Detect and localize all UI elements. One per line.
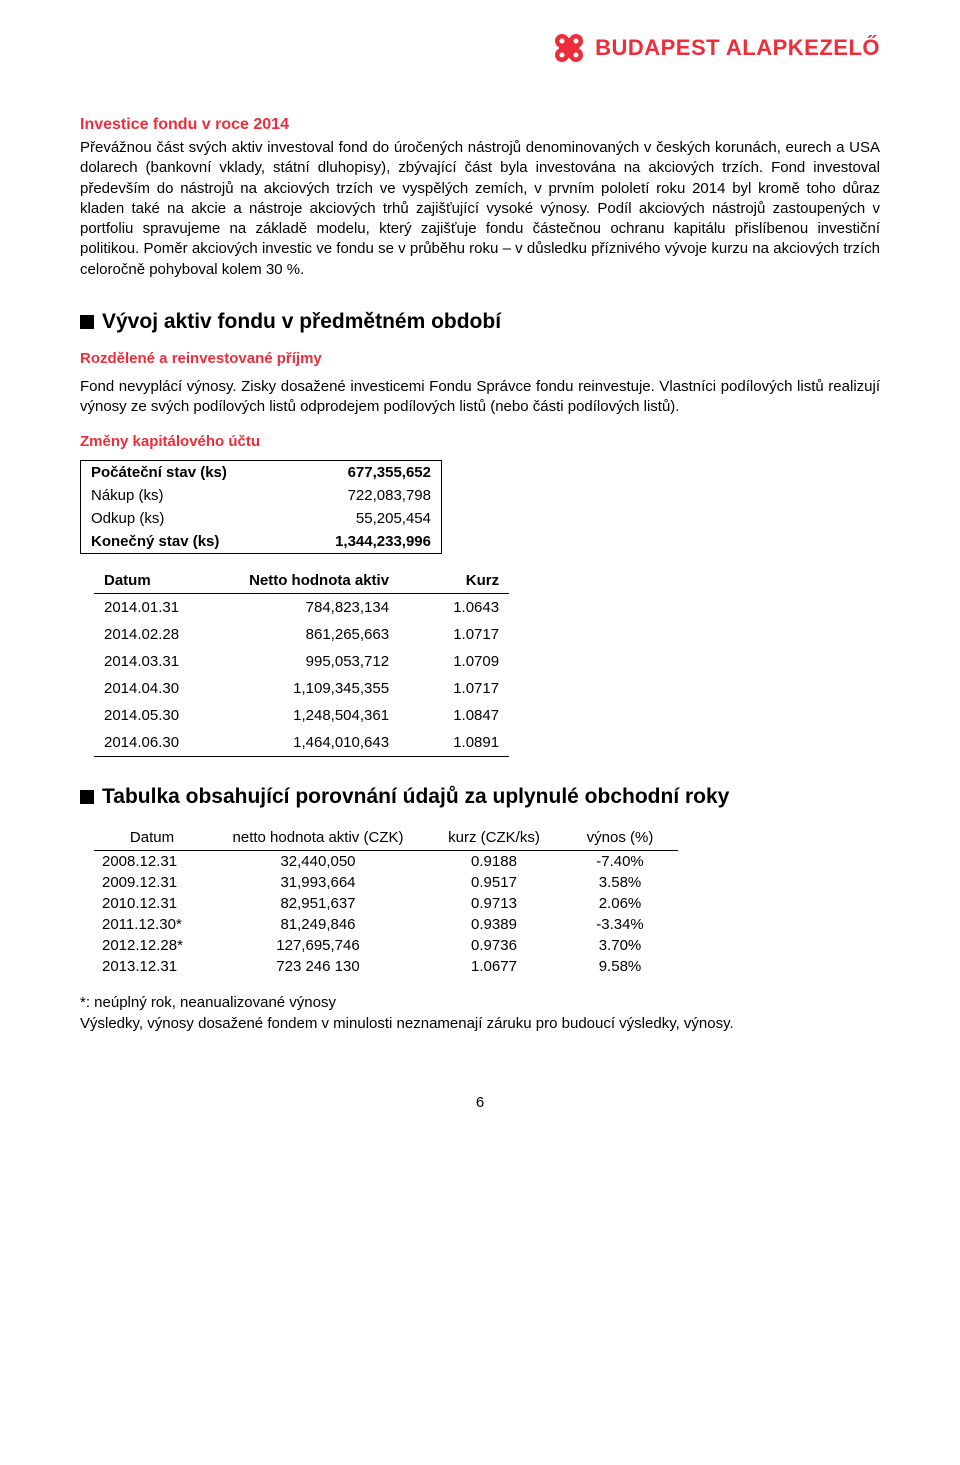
table-row: 2014.06.301,464,010,6431.0891 bbox=[94, 729, 509, 757]
cell: 2013.12.31 bbox=[94, 956, 210, 977]
cell: 784,823,134 bbox=[189, 594, 399, 622]
cell: 1,109,345,355 bbox=[189, 675, 399, 702]
cell: 81,249,846 bbox=[210, 914, 426, 935]
table-row: 2013.12.31723 246 1301.06779.58% bbox=[94, 956, 678, 977]
table-row: 2014.02.28861,265,6631.0717 bbox=[94, 621, 509, 648]
page-number: 6 bbox=[80, 1094, 880, 1111]
cell: 2011.12.30* bbox=[94, 914, 210, 935]
cell: 32,440,050 bbox=[210, 851, 426, 873]
section2-sub2: Změny kapitálového účtu bbox=[80, 433, 880, 450]
cell: 0.9713 bbox=[426, 893, 562, 914]
table-row: 2009.12.3131,993,6640.95173.58% bbox=[94, 872, 678, 893]
column-header: výnos (%) bbox=[562, 825, 678, 851]
table-row: 2012.12.28*127,695,7460.97363.70% bbox=[94, 935, 678, 956]
cell: 1,464,010,643 bbox=[189, 729, 399, 757]
table-row: 2014.03.31995,053,7121.0709 bbox=[94, 648, 509, 675]
cell: 1.0717 bbox=[399, 675, 509, 702]
table-row: 2014.01.31784,823,1341.0643 bbox=[94, 594, 509, 622]
cell: 1,248,504,361 bbox=[189, 702, 399, 729]
capital-value: 1,344,233,996 bbox=[281, 530, 442, 554]
cell: 2010.12.31 bbox=[94, 893, 210, 914]
section2-heading-row: Vývoj aktiv fondu v předmětném období bbox=[80, 310, 880, 334]
column-header: netto hodnota aktiv (CZK) bbox=[210, 825, 426, 851]
table-row: Nákup (ks)722,083,798 bbox=[81, 484, 442, 507]
cell: 3.70% bbox=[562, 935, 678, 956]
cell: 2014.04.30 bbox=[94, 675, 189, 702]
compare-table: Datumnetto hodnota aktiv (CZK)kurz (CZK/… bbox=[94, 825, 678, 977]
table-row: Konečný stav (ks)1,344,233,996 bbox=[81, 530, 442, 554]
section1-title: Investice fondu v roce 2014 bbox=[80, 116, 880, 134]
column-header: Datum bbox=[94, 825, 210, 851]
cell: 1.0847 bbox=[399, 702, 509, 729]
cell: 3.58% bbox=[562, 872, 678, 893]
cell: 2008.12.31 bbox=[94, 851, 210, 873]
section2-heading: Vývoj aktiv fondu v předmětném období bbox=[102, 310, 501, 334]
footnote-line2: Výsledky, výnosy dosažené fondem v minul… bbox=[80, 1014, 880, 1034]
company-logo-icon bbox=[551, 30, 587, 66]
cell: 861,265,663 bbox=[189, 621, 399, 648]
table-row: 2014.05.301,248,504,3611.0847 bbox=[94, 702, 509, 729]
capital-label: Odkup (ks) bbox=[81, 507, 282, 530]
cell: 995,053,712 bbox=[189, 648, 399, 675]
cell: 0.9736 bbox=[426, 935, 562, 956]
cell: 9.58% bbox=[562, 956, 678, 977]
cell: 127,695,746 bbox=[210, 935, 426, 956]
table-row: 2011.12.30*81,249,8460.9389-3.34% bbox=[94, 914, 678, 935]
cell: 1.0677 bbox=[426, 956, 562, 977]
capital-value: 722,083,798 bbox=[281, 484, 442, 507]
cell: 1.0891 bbox=[399, 729, 509, 757]
table-row: 2008.12.3132,440,0500.9188-7.40% bbox=[94, 851, 678, 873]
cell: 2014.02.28 bbox=[94, 621, 189, 648]
cell: -7.40% bbox=[562, 851, 678, 873]
cell: 723 246 130 bbox=[210, 956, 426, 977]
cell: 2009.12.31 bbox=[94, 872, 210, 893]
column-header: Datum bbox=[94, 568, 189, 594]
capital-label: Počáteční stav (ks) bbox=[81, 461, 282, 485]
capital-value: 55,205,454 bbox=[281, 507, 442, 530]
cell: 2014.05.30 bbox=[94, 702, 189, 729]
cell: 0.9389 bbox=[426, 914, 562, 935]
bullet-square-icon bbox=[80, 315, 94, 329]
section2-sub1: Rozdělené a reinvestované příjmy bbox=[80, 350, 880, 367]
capital-label: Konečný stav (ks) bbox=[81, 530, 282, 554]
cell: 2014.03.31 bbox=[94, 648, 189, 675]
table-row: 2014.04.301,109,345,3551.0717 bbox=[94, 675, 509, 702]
cell: -3.34% bbox=[562, 914, 678, 935]
cell: 0.9188 bbox=[426, 851, 562, 873]
section3-heading: Tabulka obsahující porovnání údajů za up… bbox=[102, 785, 729, 809]
capital-value: 677,355,652 bbox=[281, 461, 442, 485]
capital-label: Nákup (ks) bbox=[81, 484, 282, 507]
column-header: Netto hodnota aktiv bbox=[189, 568, 399, 594]
cell: 0.9517 bbox=[426, 872, 562, 893]
page-container: BUDAPEST ALAPKEZELŐ Investice fondu v ro… bbox=[0, 0, 960, 1151]
table-row: Počáteční stav (ks)677,355,652 bbox=[81, 461, 442, 485]
column-header: kurz (CZK/ks) bbox=[426, 825, 562, 851]
capital-table: Počáteční stav (ks)677,355,652Nákup (ks)… bbox=[80, 460, 442, 554]
cell: 1.0643 bbox=[399, 594, 509, 622]
table-row: 2010.12.3182,951,6370.97132.06% bbox=[94, 893, 678, 914]
cell: 2012.12.28* bbox=[94, 935, 210, 956]
section2-para1: Fond nevyplácí výnosy. Zisky dosažené in… bbox=[80, 377, 880, 418]
cell: 82,951,637 bbox=[210, 893, 426, 914]
bullet-square-icon bbox=[80, 790, 94, 804]
table-row: Odkup (ks)55,205,454 bbox=[81, 507, 442, 530]
cell: 2014.01.31 bbox=[94, 594, 189, 622]
section3-heading-row: Tabulka obsahující porovnání údajů za up… bbox=[80, 785, 880, 809]
cell: 2.06% bbox=[562, 893, 678, 914]
section1-body: Převážnou část svých aktiv investoval fo… bbox=[80, 138, 880, 280]
cell: 2014.06.30 bbox=[94, 729, 189, 757]
company-name: BUDAPEST ALAPKEZELŐ bbox=[595, 35, 880, 61]
nav-table: DatumNetto hodnota aktivKurz 2014.01.317… bbox=[94, 568, 509, 757]
cell: 1.0717 bbox=[399, 621, 509, 648]
header-logo: BUDAPEST ALAPKEZELŐ bbox=[80, 30, 880, 66]
column-header: Kurz bbox=[399, 568, 509, 594]
footnote: *: neúplný rok, neanualizované výnosy Vý… bbox=[80, 993, 880, 1034]
cell: 31,993,664 bbox=[210, 872, 426, 893]
cell: 1.0709 bbox=[399, 648, 509, 675]
footnote-line1: *: neúplný rok, neanualizované výnosy bbox=[80, 993, 880, 1013]
